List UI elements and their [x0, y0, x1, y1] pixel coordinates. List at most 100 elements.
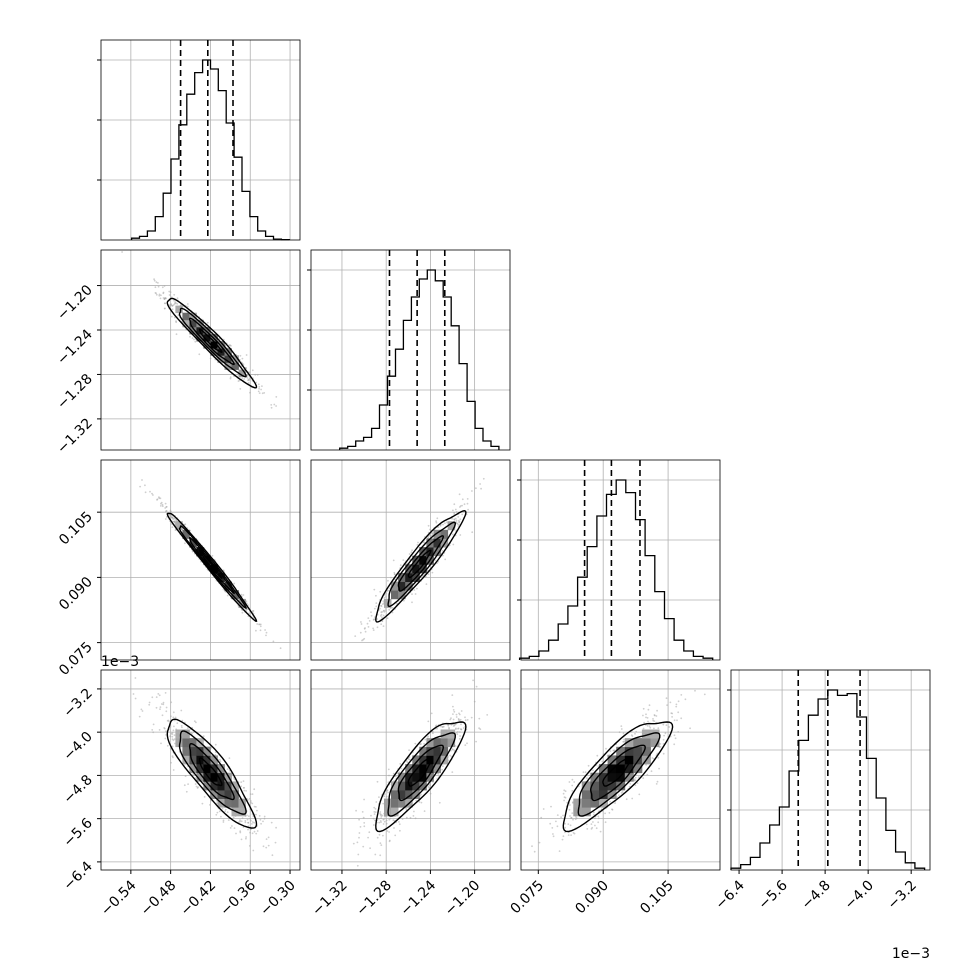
- scatter-point: [665, 697, 668, 700]
- scatter-point: [542, 808, 545, 810]
- scatter-point: [594, 817, 596, 820]
- density-cell: [616, 755, 626, 765]
- scatter-point: [442, 765, 444, 768]
- scatter-point: [263, 815, 266, 818]
- hist-frame-0: [100, 39, 301, 241]
- scatter-point: [455, 731, 458, 734]
- scatter-point: [265, 631, 268, 634]
- density-cell: [412, 755, 420, 765]
- scatter-point: [239, 820, 241, 823]
- scatter-point: [561, 838, 564, 841]
- scatter-point: [163, 307, 166, 310]
- scatter-point: [158, 694, 161, 697]
- x-tick-label: −1.32: [309, 878, 351, 920]
- scatter-point: [363, 637, 366, 640]
- scatter-point: [419, 743, 422, 746]
- scatter-point: [161, 286, 164, 289]
- scatter-point: [416, 587, 418, 590]
- scatter-point: [388, 831, 390, 833]
- scatter-point: [461, 498, 464, 501]
- scatter-point: [201, 802, 204, 805]
- scatter-point: [164, 297, 166, 300]
- scatter-point: [141, 710, 144, 712]
- scatter-point: [184, 775, 187, 777]
- scatter-point: [374, 811, 377, 813]
- x-tick-label: −1.20: [442, 878, 484, 920]
- scatter-point: [162, 703, 165, 706]
- scatter-point: [253, 788, 256, 791]
- scatter-point: [466, 498, 469, 500]
- scatter-point: [457, 727, 459, 730]
- scatter-point: [144, 484, 146, 487]
- scatter-point: [195, 721, 197, 724]
- scatter-point: [453, 710, 456, 713]
- scatter-point: [155, 281, 158, 284]
- contour-2-0-0: [198, 549, 223, 580]
- scatter-point: [571, 812, 574, 814]
- scatter-point: [367, 836, 369, 839]
- density-cell: [203, 764, 211, 774]
- scatter-point: [152, 494, 154, 496]
- scatter-point: [227, 819, 230, 821]
- scatter-point: [233, 778, 236, 781]
- density-cell: [189, 755, 197, 765]
- scatter-point: [473, 700, 476, 703]
- scatter-point: [455, 713, 458, 716]
- scatter-point: [373, 813, 376, 815]
- scatter-point: [689, 727, 691, 730]
- scatter-point: [703, 693, 706, 696]
- scatter-point: [562, 835, 565, 838]
- scatter-point: [662, 723, 665, 726]
- scatter-point: [173, 299, 176, 302]
- scatter-point: [250, 819, 252, 822]
- scatter-point: [258, 386, 261, 388]
- scatter-point: [405, 816, 408, 819]
- scatter-point: [442, 523, 444, 526]
- contour-1-0-0: [198, 328, 223, 354]
- density-cell: [224, 781, 232, 791]
- scatter-point: [653, 714, 656, 716]
- scatter-point: [251, 823, 253, 825]
- scatter-point: [451, 694, 454, 696]
- scatter-point: [242, 780, 245, 782]
- contour-3-0-3: [166, 718, 258, 829]
- density-cell: [210, 781, 218, 791]
- scatter-point: [605, 747, 607, 750]
- density-cell: [398, 790, 406, 799]
- scatter-point: [571, 784, 574, 787]
- scatter-point: [599, 830, 602, 833]
- scatter-point: [398, 771, 401, 774]
- scatter-point: [235, 832, 237, 835]
- scatter-point: [261, 385, 263, 387]
- scatter-point: [592, 821, 594, 823]
- scatter-point: [634, 779, 637, 781]
- density-cell: [616, 764, 626, 774]
- scatter-point: [452, 718, 455, 721]
- scatter-point: [191, 550, 194, 553]
- scatter-point: [391, 611, 394, 614]
- scatter-point: [486, 714, 489, 716]
- scatter-point: [197, 786, 199, 789]
- scatter-point: [680, 694, 683, 696]
- scatter-point: [383, 609, 385, 612]
- density-cell: [217, 764, 225, 774]
- scatter-point: [170, 510, 172, 513]
- scatter-point: [635, 730, 638, 733]
- scatter-point: [458, 493, 461, 496]
- scatter-point: [674, 737, 677, 740]
- x-tick-label: −3.2: [885, 878, 920, 913]
- scatter-point: [245, 354, 248, 356]
- scatter-point: [259, 629, 262, 632]
- scatter-point: [430, 712, 433, 715]
- scatter-point: [222, 821, 225, 823]
- scatter-point: [170, 761, 172, 764]
- scatter-point: [482, 477, 485, 480]
- scatter-point: [375, 594, 377, 597]
- scatter-point: [183, 784, 186, 787]
- scatter-point: [642, 727, 645, 730]
- scatter-point: [622, 732, 625, 735]
- density-cell: [231, 362, 239, 370]
- scatter-point: [192, 773, 195, 776]
- scatter-point: [551, 827, 554, 829]
- density-cell: [175, 305, 183, 314]
